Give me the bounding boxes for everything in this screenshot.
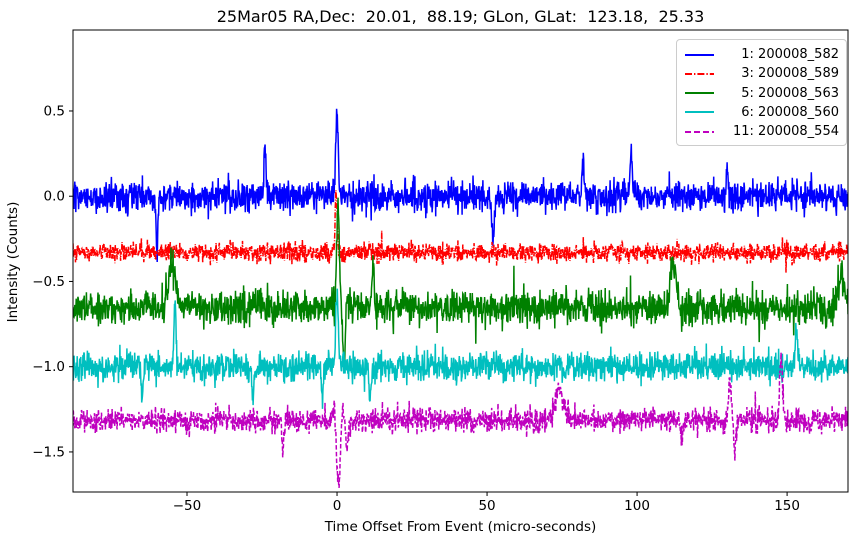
legend-item: 6: 200008_560 (684, 103, 839, 122)
legend-item: 1: 200008_582 (684, 45, 839, 64)
x-axis-label: Time Offset From Event (micro-seconds) (324, 519, 597, 535)
x-tick-label: 100 (624, 498, 650, 514)
legend-item: 5: 200008_563 (684, 84, 839, 103)
trace-3-200008-589 (73, 190, 848, 273)
legend-item: 3: 200008_589 (684, 64, 839, 83)
y-tick-label: −0.5 (32, 274, 65, 290)
x-tick-label: 50 (478, 498, 495, 514)
x-tick-label: −50 (173, 498, 202, 514)
legend-label: 3: 200008_589 (737, 66, 839, 82)
y-tick-label: 0.0 (44, 189, 65, 205)
y-tick-label: 0.5 (44, 103, 65, 119)
trace-5-200008-563 (73, 197, 848, 362)
legend-item: 11: 200008_554 (684, 122, 839, 141)
legend-line-sample (685, 130, 714, 133)
legend-label: 1: 200008_582 (737, 47, 839, 62)
legend-line-sample (685, 111, 714, 114)
trace-1-200008-582 (73, 108, 848, 263)
x-tick-label: 150 (774, 498, 800, 514)
legend-label: 6: 200008_560 (737, 104, 839, 120)
y-tick-label: −1.0 (32, 359, 65, 375)
legend-label: 11: 200008_554 (733, 124, 839, 139)
legend-line-sample (685, 53, 714, 56)
x-tick-label: 0 (333, 498, 342, 514)
plot-box (72, 29, 849, 493)
trace-11-200008-554 (73, 352, 848, 488)
legend-line-sample (685, 92, 714, 94)
legend: 1: 200008_582 3: 200008_589 5: 200008_56… (676, 39, 847, 146)
y-axis-label: Intensity (Counts) (5, 201, 21, 323)
y-tick-label: −1.5 (32, 444, 65, 460)
legend-line-sample (685, 72, 714, 75)
trace-6-200008-560 (73, 288, 848, 409)
legend-label: 5: 200008_563 (737, 85, 839, 101)
plot-title: 25Mar05 RA,Dec: 20.01, 88.19; GLon, GLat… (216, 7, 705, 26)
